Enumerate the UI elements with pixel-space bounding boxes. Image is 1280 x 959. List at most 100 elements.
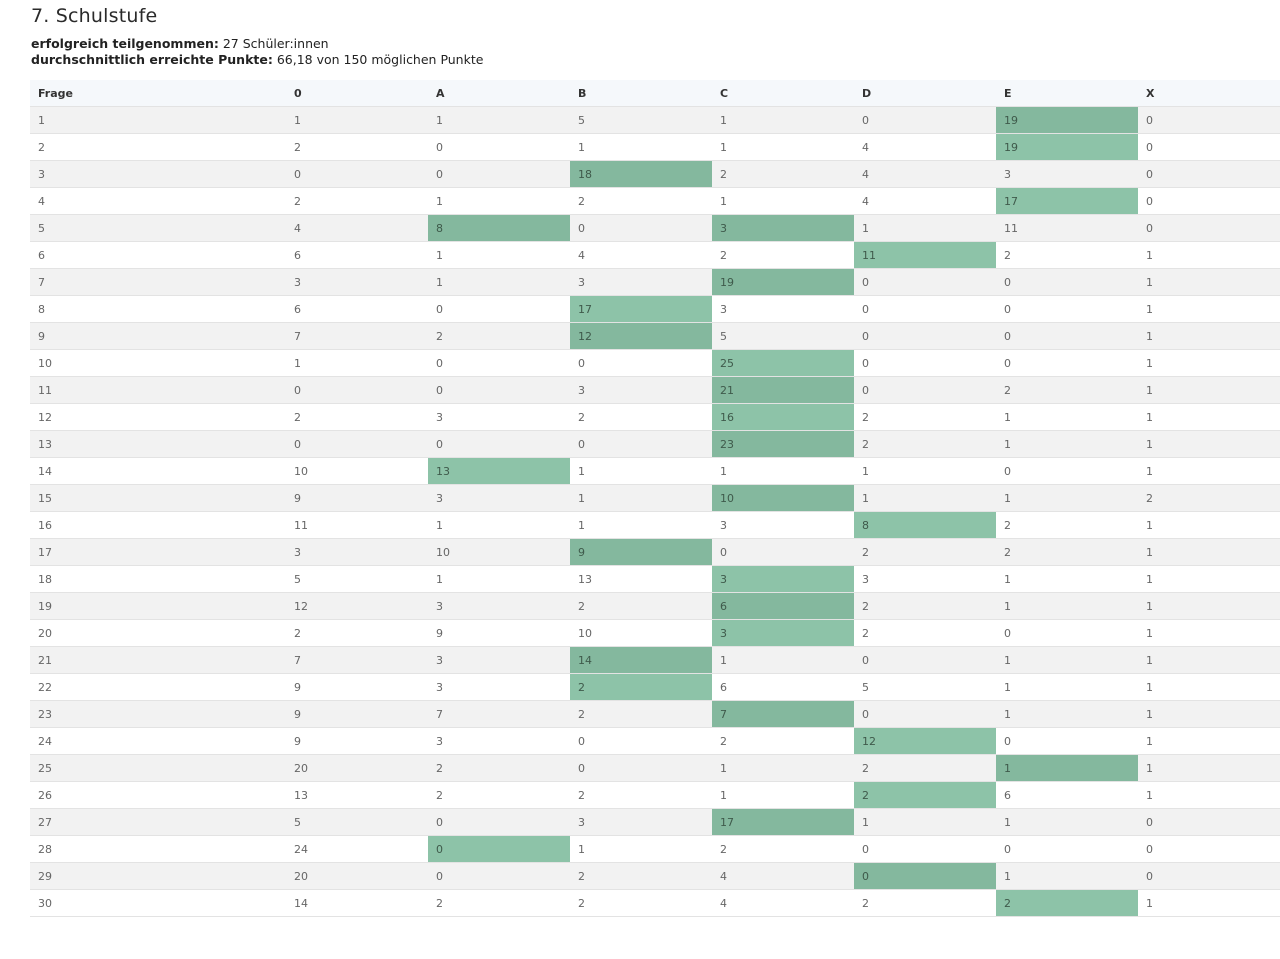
answer-count-cell-e: 1 — [996, 565, 1138, 593]
answer-count-cell-d: 2 — [854, 403, 996, 431]
column-header-x: X — [1138, 80, 1280, 107]
answer-count-cell-x: 1 — [1138, 322, 1280, 350]
answer-count-cell-0: 14 — [286, 889, 428, 917]
answer-count-cell-b: 4 — [570, 241, 712, 269]
answer-count-cell-a: 0 — [428, 376, 570, 404]
answer-count-cell-d: 1 — [854, 214, 996, 242]
answer-count-cell-d: 4 — [854, 187, 996, 215]
question-number-cell: 14 — [30, 457, 286, 485]
answer-count-cell-0: 5 — [286, 808, 428, 836]
answer-count-cell-c: 1 — [712, 754, 854, 782]
answer-count-cell-d: 2 — [854, 619, 996, 647]
answer-count-cell-d: 1 — [854, 457, 996, 485]
answer-count-cell-x: 1 — [1138, 376, 1280, 404]
answer-count-cell-e: 1 — [996, 592, 1138, 620]
table-row: 5 4 8 0 3 1 11 0 — [30, 214, 1280, 242]
question-number-cell: 25 — [30, 754, 286, 782]
answer-count-cell-a: 0 — [428, 160, 570, 188]
answer-count-cell-x: 0 — [1138, 133, 1280, 161]
table-row: 18 5 1 13 3 3 1 1 — [30, 565, 1280, 593]
answer-count-cell-x: 1 — [1138, 403, 1280, 431]
answer-count-cell-x: 1 — [1138, 754, 1280, 782]
correct-answer-cell-d: 2 — [854, 781, 996, 809]
answer-count-cell-x: 1 — [1138, 241, 1280, 269]
answer-count-cell-c: 2 — [712, 241, 854, 269]
question-number-cell: 27 — [30, 808, 286, 836]
answer-count-cell-e: 1 — [996, 403, 1138, 431]
answer-count-cell-c: 6 — [712, 673, 854, 701]
correct-answer-cell-c: 10 — [712, 484, 854, 512]
answers-table: Frage 0 A B C D E X 1 1 1 5 1 0 19 0 2 2 0 1 1 4 19 0 3 0 0 18 2 4 3 0… — [30, 80, 1280, 917]
question-number-cell: 9 — [30, 322, 286, 350]
answer-count-cell-d: 2 — [854, 889, 996, 917]
answer-count-cell-e: 0 — [996, 295, 1138, 323]
answer-count-cell-c: 1 — [712, 187, 854, 215]
answer-count-cell-a: 1 — [428, 106, 570, 134]
answer-count-cell-0: 6 — [286, 295, 428, 323]
answer-count-cell-d: 3 — [854, 565, 996, 593]
answer-count-cell-d: 2 — [854, 430, 996, 458]
question-number-cell: 16 — [30, 511, 286, 539]
answer-count-cell-e: 0 — [996, 349, 1138, 377]
answer-count-cell-a: 1 — [428, 511, 570, 539]
question-number-cell: 20 — [30, 619, 286, 647]
question-number-cell: 10 — [30, 349, 286, 377]
answer-count-cell-0: 10 — [286, 457, 428, 485]
answer-count-cell-e: 1 — [996, 808, 1138, 836]
question-number-cell: 18 — [30, 565, 286, 593]
table-row: 6 6 1 4 2 11 2 1 — [30, 241, 1280, 269]
answer-count-cell-0: 24 — [286, 835, 428, 863]
answer-count-cell-d: 5 — [854, 673, 996, 701]
table-row: 7 3 1 3 19 0 0 1 — [30, 268, 1280, 296]
answer-count-cell-0: 20 — [286, 754, 428, 782]
correct-answer-cell-b: 14 — [570, 646, 712, 674]
answer-count-cell-a: 3 — [428, 592, 570, 620]
table-row: 9 7 2 12 5 0 0 1 — [30, 322, 1280, 350]
correct-answer-cell-b: 2 — [570, 673, 712, 701]
answer-count-cell-d: 0 — [854, 295, 996, 323]
correct-answer-cell-b: 9 — [570, 538, 712, 566]
answer-count-cell-d: 0 — [854, 376, 996, 404]
answer-count-cell-a: 2 — [428, 754, 570, 782]
correct-answer-cell-c: 16 — [712, 403, 854, 431]
page-title: 7. Schulstufe — [31, 5, 158, 27]
answer-count-cell-x: 1 — [1138, 781, 1280, 809]
answer-count-cell-b: 0 — [570, 349, 712, 377]
participants-stat: erfolgreich teilgenommen: 27 Schüler:inn… — [31, 36, 483, 52]
answer-count-cell-0: 20 — [286, 862, 428, 890]
answer-count-cell-d: 2 — [854, 538, 996, 566]
answer-count-cell-x: 0 — [1138, 862, 1280, 890]
participants-label: erfolgreich teilgenommen: — [31, 36, 219, 51]
answer-count-cell-c: 1 — [712, 133, 854, 161]
answer-count-cell-e: 0 — [996, 322, 1138, 350]
question-number-cell: 2 — [30, 133, 286, 161]
question-number-cell: 21 — [30, 646, 286, 674]
answer-count-cell-0: 1 — [286, 349, 428, 377]
correct-answer-cell-e: 1 — [996, 754, 1138, 782]
answer-count-cell-0: 2 — [286, 187, 428, 215]
answer-count-cell-e: 0 — [996, 619, 1138, 647]
answer-count-cell-e: 2 — [996, 511, 1138, 539]
correct-answer-cell-c: 7 — [712, 700, 854, 728]
answer-count-cell-a: 0 — [428, 133, 570, 161]
answer-count-cell-b: 2 — [570, 592, 712, 620]
answer-count-cell-e: 2 — [996, 241, 1138, 269]
correct-answer-cell-b: 18 — [570, 160, 712, 188]
answer-count-cell-0: 3 — [286, 538, 428, 566]
correct-answer-cell-c: 17 — [712, 808, 854, 836]
table-row: 23 9 7 2 7 0 1 1 — [30, 700, 1280, 728]
answer-count-cell-c: 1 — [712, 646, 854, 674]
answers-table-container: Frage 0 A B C D E X 1 1 1 5 1 0 19 0 2 2 0 1 1 4 19 0 3 0 0 18 2 4 3 0… — [30, 80, 1280, 917]
table-row: 14 10 13 1 1 1 0 1 — [30, 457, 1280, 485]
answer-count-cell-x: 1 — [1138, 673, 1280, 701]
answer-count-cell-0: 9 — [286, 700, 428, 728]
correct-answer-cell-c: 25 — [712, 349, 854, 377]
answer-count-cell-0: 2 — [286, 619, 428, 647]
table-row: 10 1 0 0 25 0 0 1 — [30, 349, 1280, 377]
answer-count-cell-e: 0 — [996, 835, 1138, 863]
answer-count-cell-a: 3 — [428, 484, 570, 512]
table-row: 15 9 3 1 10 1 1 2 — [30, 484, 1280, 512]
answer-count-cell-x: 1 — [1138, 349, 1280, 377]
answer-count-cell-0: 9 — [286, 484, 428, 512]
correct-answer-cell-e: 17 — [996, 187, 1138, 215]
